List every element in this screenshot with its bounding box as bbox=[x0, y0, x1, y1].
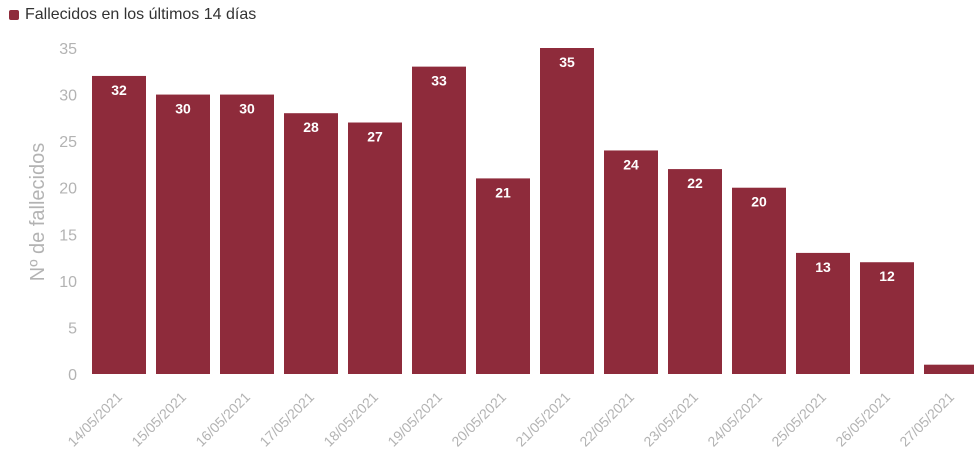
x-tick-label: 26/05/2021 bbox=[832, 389, 893, 450]
y-tick-label: 15 bbox=[59, 227, 77, 244]
bar bbox=[412, 66, 466, 374]
bar bbox=[732, 187, 786, 374]
bar bbox=[220, 94, 274, 375]
data-label: 13 bbox=[815, 259, 831, 275]
y-tick-label: 5 bbox=[68, 320, 77, 337]
x-tick-label: 20/05/2021 bbox=[448, 389, 509, 450]
data-label: 21 bbox=[495, 184, 511, 200]
y-axis-label: Nº de fallecidos bbox=[27, 143, 49, 282]
x-tick-label: 15/05/2021 bbox=[128, 389, 189, 450]
data-label: 33 bbox=[431, 73, 447, 89]
x-tick-label: 19/05/2021 bbox=[384, 389, 445, 450]
x-tick-label: 25/05/2021 bbox=[768, 389, 829, 450]
bar bbox=[860, 262, 914, 374]
chart-legend: Fallecidos en los últimos 14 días bbox=[9, 6, 256, 24]
y-tick-label: 35 bbox=[59, 41, 77, 58]
bar bbox=[92, 75, 146, 374]
bar bbox=[156, 94, 210, 375]
y-tick-label: 10 bbox=[59, 274, 77, 291]
data-label: 22 bbox=[687, 175, 703, 191]
data-label: 12 bbox=[879, 268, 895, 284]
y-axis-ticks: 0 5 10 15 20 25 30 35 bbox=[59, 41, 77, 384]
x-tick-label: 18/05/2021 bbox=[320, 389, 381, 450]
bar bbox=[540, 48, 594, 374]
bars-group bbox=[92, 48, 974, 375]
data-label: 35 bbox=[559, 54, 575, 70]
bar bbox=[924, 364, 974, 374]
data-label: 30 bbox=[239, 101, 255, 117]
y-tick-label: 20 bbox=[59, 181, 77, 198]
y-tick-label: 0 bbox=[68, 367, 77, 384]
bar bbox=[668, 169, 722, 374]
data-label: 30 bbox=[175, 101, 191, 117]
x-axis-ticks: 14/05/2021 15/05/2021 16/05/2021 17/05/2021… bbox=[64, 389, 957, 450]
data-label: 27 bbox=[367, 129, 383, 145]
data-labels-group: 32 30 30 28 27 33 21 35 24 22 20 13 12 bbox=[111, 54, 895, 284]
data-label: 32 bbox=[111, 82, 127, 98]
x-tick-label: 24/05/2021 bbox=[704, 389, 765, 450]
data-label: 28 bbox=[303, 119, 319, 135]
x-tick-label: 17/05/2021 bbox=[256, 389, 317, 450]
x-tick-label: 16/05/2021 bbox=[192, 389, 253, 450]
y-tick-label: 25 bbox=[59, 134, 77, 151]
bar bbox=[796, 252, 850, 374]
x-tick-label: 14/05/2021 bbox=[64, 389, 125, 450]
bar bbox=[348, 122, 402, 374]
x-tick-label: 22/05/2021 bbox=[576, 389, 637, 450]
x-tick-label: 21/05/2021 bbox=[512, 389, 573, 450]
bar bbox=[284, 113, 338, 374]
bar bbox=[604, 150, 658, 374]
y-tick-label: 30 bbox=[59, 88, 77, 105]
legend-swatch bbox=[9, 10, 19, 20]
data-label: 20 bbox=[751, 194, 767, 210]
legend-label: Fallecidos en los últimos 14 días bbox=[25, 6, 257, 23]
x-tick-label: 27/05/2021 bbox=[896, 389, 957, 450]
bar bbox=[476, 178, 530, 374]
x-tick-label: 23/05/2021 bbox=[640, 389, 701, 450]
data-label: 24 bbox=[623, 156, 639, 172]
